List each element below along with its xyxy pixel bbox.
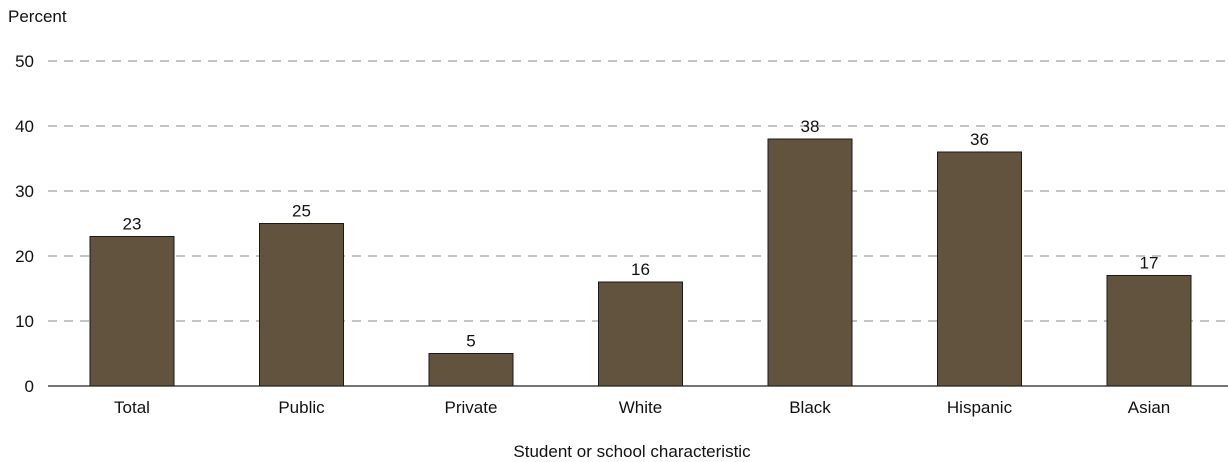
data-label-private: 5 [466, 332, 475, 351]
y-axis-title: Percent [8, 7, 67, 26]
bar-total [89, 236, 175, 387]
data-label-black: 38 [801, 117, 820, 136]
y-tick-label-0: 0 [25, 377, 34, 396]
gridlines [48, 60, 1228, 322]
y-tick-label-40: 40 [15, 117, 34, 136]
bar-public [259, 223, 344, 387]
category-labels: Total Public Private White Black Hispanic Asia… [114, 398, 1170, 417]
bar-asian [1106, 275, 1192, 387]
y-tick-label-10: 10 [15, 312, 34, 331]
bar-hispanic [937, 151, 1022, 387]
data-label-total: 23 [123, 215, 142, 234]
category-label-white: White [619, 398, 662, 417]
category-label-public: Public [278, 398, 325, 417]
y-tick-label-20: 20 [15, 247, 34, 266]
data-labels: 23 25 5 16 38 36 17 [123, 117, 1159, 351]
category-label-total: Total [114, 398, 150, 417]
bar-private [428, 353, 514, 387]
bar-black [767, 138, 853, 387]
y-tick-labels: 0 10 20 30 40 50 [15, 52, 34, 396]
data-label-white: 16 [631, 260, 650, 279]
data-label-hispanic: 36 [970, 130, 989, 149]
category-label-asian: Asian [1128, 398, 1171, 417]
x-axis-title: Student or school characteristic [513, 442, 751, 461]
bar-white [598, 281, 683, 387]
category-label-private: Private [445, 398, 498, 417]
data-label-asian: 17 [1140, 254, 1159, 273]
category-label-hispanic: Hispanic [947, 398, 1013, 417]
y-tick-label-30: 30 [15, 182, 34, 201]
bars [89, 138, 1192, 387]
y-tick-label-50: 50 [15, 52, 34, 71]
category-label-black: Black [789, 398, 831, 417]
data-label-public: 25 [292, 202, 311, 221]
